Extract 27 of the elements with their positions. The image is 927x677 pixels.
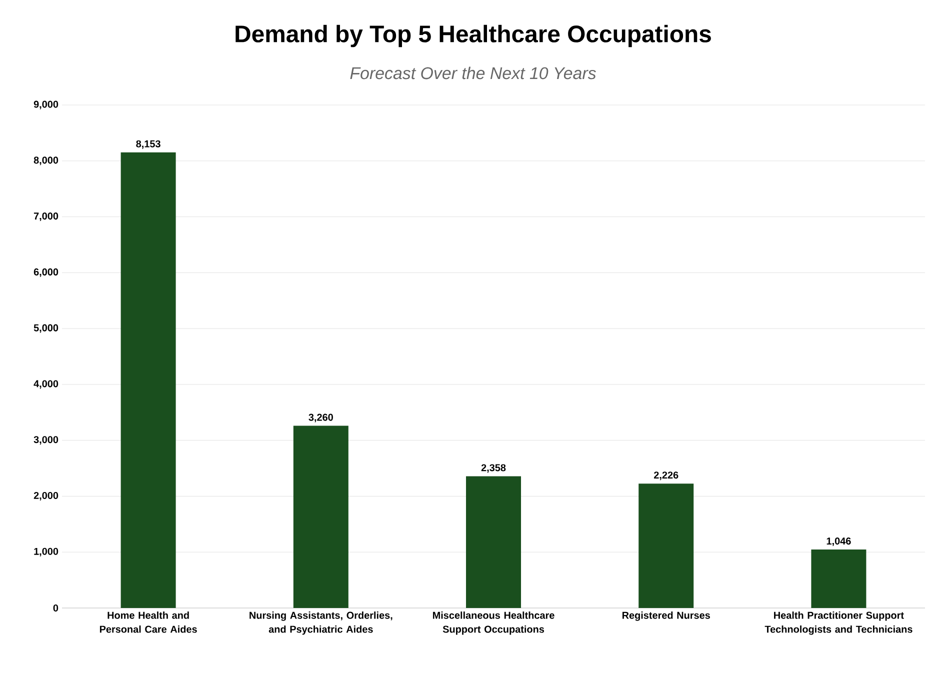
- y-tick-label: 0: [53, 604, 58, 612]
- data-label: 1,046: [826, 538, 851, 546]
- bar: [120, 152, 176, 608]
- x-tick-label: Health Practitioner Support Technologists and Technicians: [764, 612, 912, 635]
- y-tick-label: 2,000: [34, 492, 58, 500]
- chart-title: Demand by Top 5 Healthcare Occupations: [236, 24, 711, 48]
- bar: [638, 484, 694, 608]
- y-tick-label: 3,000: [34, 436, 58, 445]
- y-tick-label: 1,000: [34, 548, 58, 556]
- x-tick-label: Miscellaneous Healthcare Support Occupations: [432, 612, 554, 635]
- y-tick-label: 6,000: [34, 268, 58, 277]
- x-tick-label: Nursing Assistants, Orderlies, and Psychiatric Aides: [250, 612, 392, 635]
- y-tick-label: 5,000: [34, 324, 58, 333]
- data-label: 8,153: [136, 140, 160, 149]
- y-tick-label: 9,000: [34, 100, 58, 110]
- data-label: 3,260: [308, 414, 333, 422]
- chart-subtitle: Forecast Over the Next 10 Years: [350, 66, 596, 80]
- bar: [466, 476, 522, 608]
- y-tick-label: 4,000: [34, 380, 58, 389]
- x-tick-label: Home Health and Personal Care Aides: [100, 612, 197, 633]
- y-tick-label: 7,000: [34, 212, 58, 222]
- data-label: 2,358: [481, 464, 506, 473]
- x-tick-label: Registered Nurses: [622, 612, 710, 621]
- bar: [811, 550, 866, 608]
- data-label: 2,226: [654, 472, 678, 480]
- bar: [293, 426, 348, 608]
- y-tick-label: 8,000: [34, 156, 58, 166]
